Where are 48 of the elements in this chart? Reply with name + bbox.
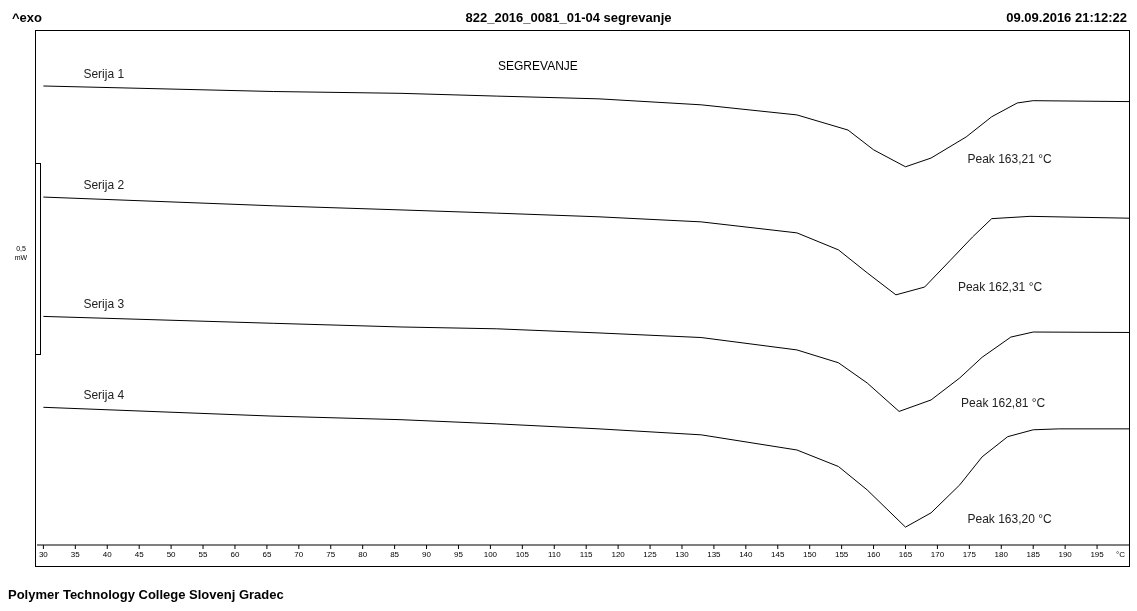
x-tick-label: 60: [230, 549, 240, 559]
x-tick-label: 40: [102, 549, 113, 559]
series-label: Serija 2: [83, 178, 125, 193]
chart-subtitle: SEGREVANJE: [498, 59, 578, 73]
x-tick-label: 115: [579, 549, 594, 559]
annotation: Peak 162,31 °C: [957, 279, 1043, 294]
x-axis-title: °C: [1116, 550, 1125, 559]
x-tick-label: 80: [358, 549, 368, 559]
x-tick-label: 30: [38, 549, 49, 559]
x-tick-label: 75: [326, 549, 336, 559]
x-tick-label: 185: [1026, 549, 1041, 559]
x-tick-label: 160: [866, 549, 881, 559]
x-tick-label: 165: [898, 549, 913, 559]
annotation: Peak 162,81 °C: [961, 396, 1046, 411]
x-tick-label: 105: [515, 549, 530, 559]
series-label: Serija 3: [83, 297, 125, 312]
x-tick-label: 100: [483, 549, 498, 559]
x-tick-label: 140: [739, 549, 754, 559]
x-tick-label: 145: [771, 549, 785, 559]
x-tick-label: 90: [422, 549, 432, 559]
text: ^exo: [12, 10, 42, 25]
x-tick-label: 135: [707, 549, 722, 559]
text: Polymer Technology College Slovenj Gradec: [8, 587, 284, 602]
x-tick-label: 65: [262, 549, 272, 559]
x-tick-label: 85: [390, 549, 400, 559]
x-tick-label: 125: [643, 549, 658, 559]
x-tick-label: 55: [198, 549, 209, 559]
x-tick-label: 35: [70, 549, 81, 559]
x-tick-label: 155: [834, 549, 849, 559]
annotation: Peak 163,20 °C: [967, 512, 1053, 527]
x-tick-label: 190: [1058, 549, 1073, 559]
x-tick-label: 45: [134, 549, 145, 559]
series-label: Serija 4: [83, 388, 125, 403]
x-tick-label: 110: [547, 549, 562, 559]
x-tick-label: 50: [166, 549, 177, 559]
x-tick-label: 175: [962, 549, 977, 559]
x-tick-label: 180: [994, 549, 1009, 559]
chart-title: 822_2016_0081_01-04 segrevanje: [465, 10, 672, 25]
x-tick-label: 95: [454, 549, 464, 559]
x-tick-label: 70: [294, 549, 304, 559]
x-tick-label: 120: [611, 549, 626, 559]
x-tick-label: 170: [930, 549, 945, 559]
text: 09.09.2016 21:12:22: [1006, 10, 1127, 25]
x-tick-label: 150: [803, 549, 817, 559]
x-tick-label: 195: [1090, 549, 1105, 559]
x-tick-label: 130: [675, 549, 690, 559]
series-label: Serija 1: [83, 67, 125, 81]
annotation: Peak 163,21 °C: [967, 151, 1053, 166]
